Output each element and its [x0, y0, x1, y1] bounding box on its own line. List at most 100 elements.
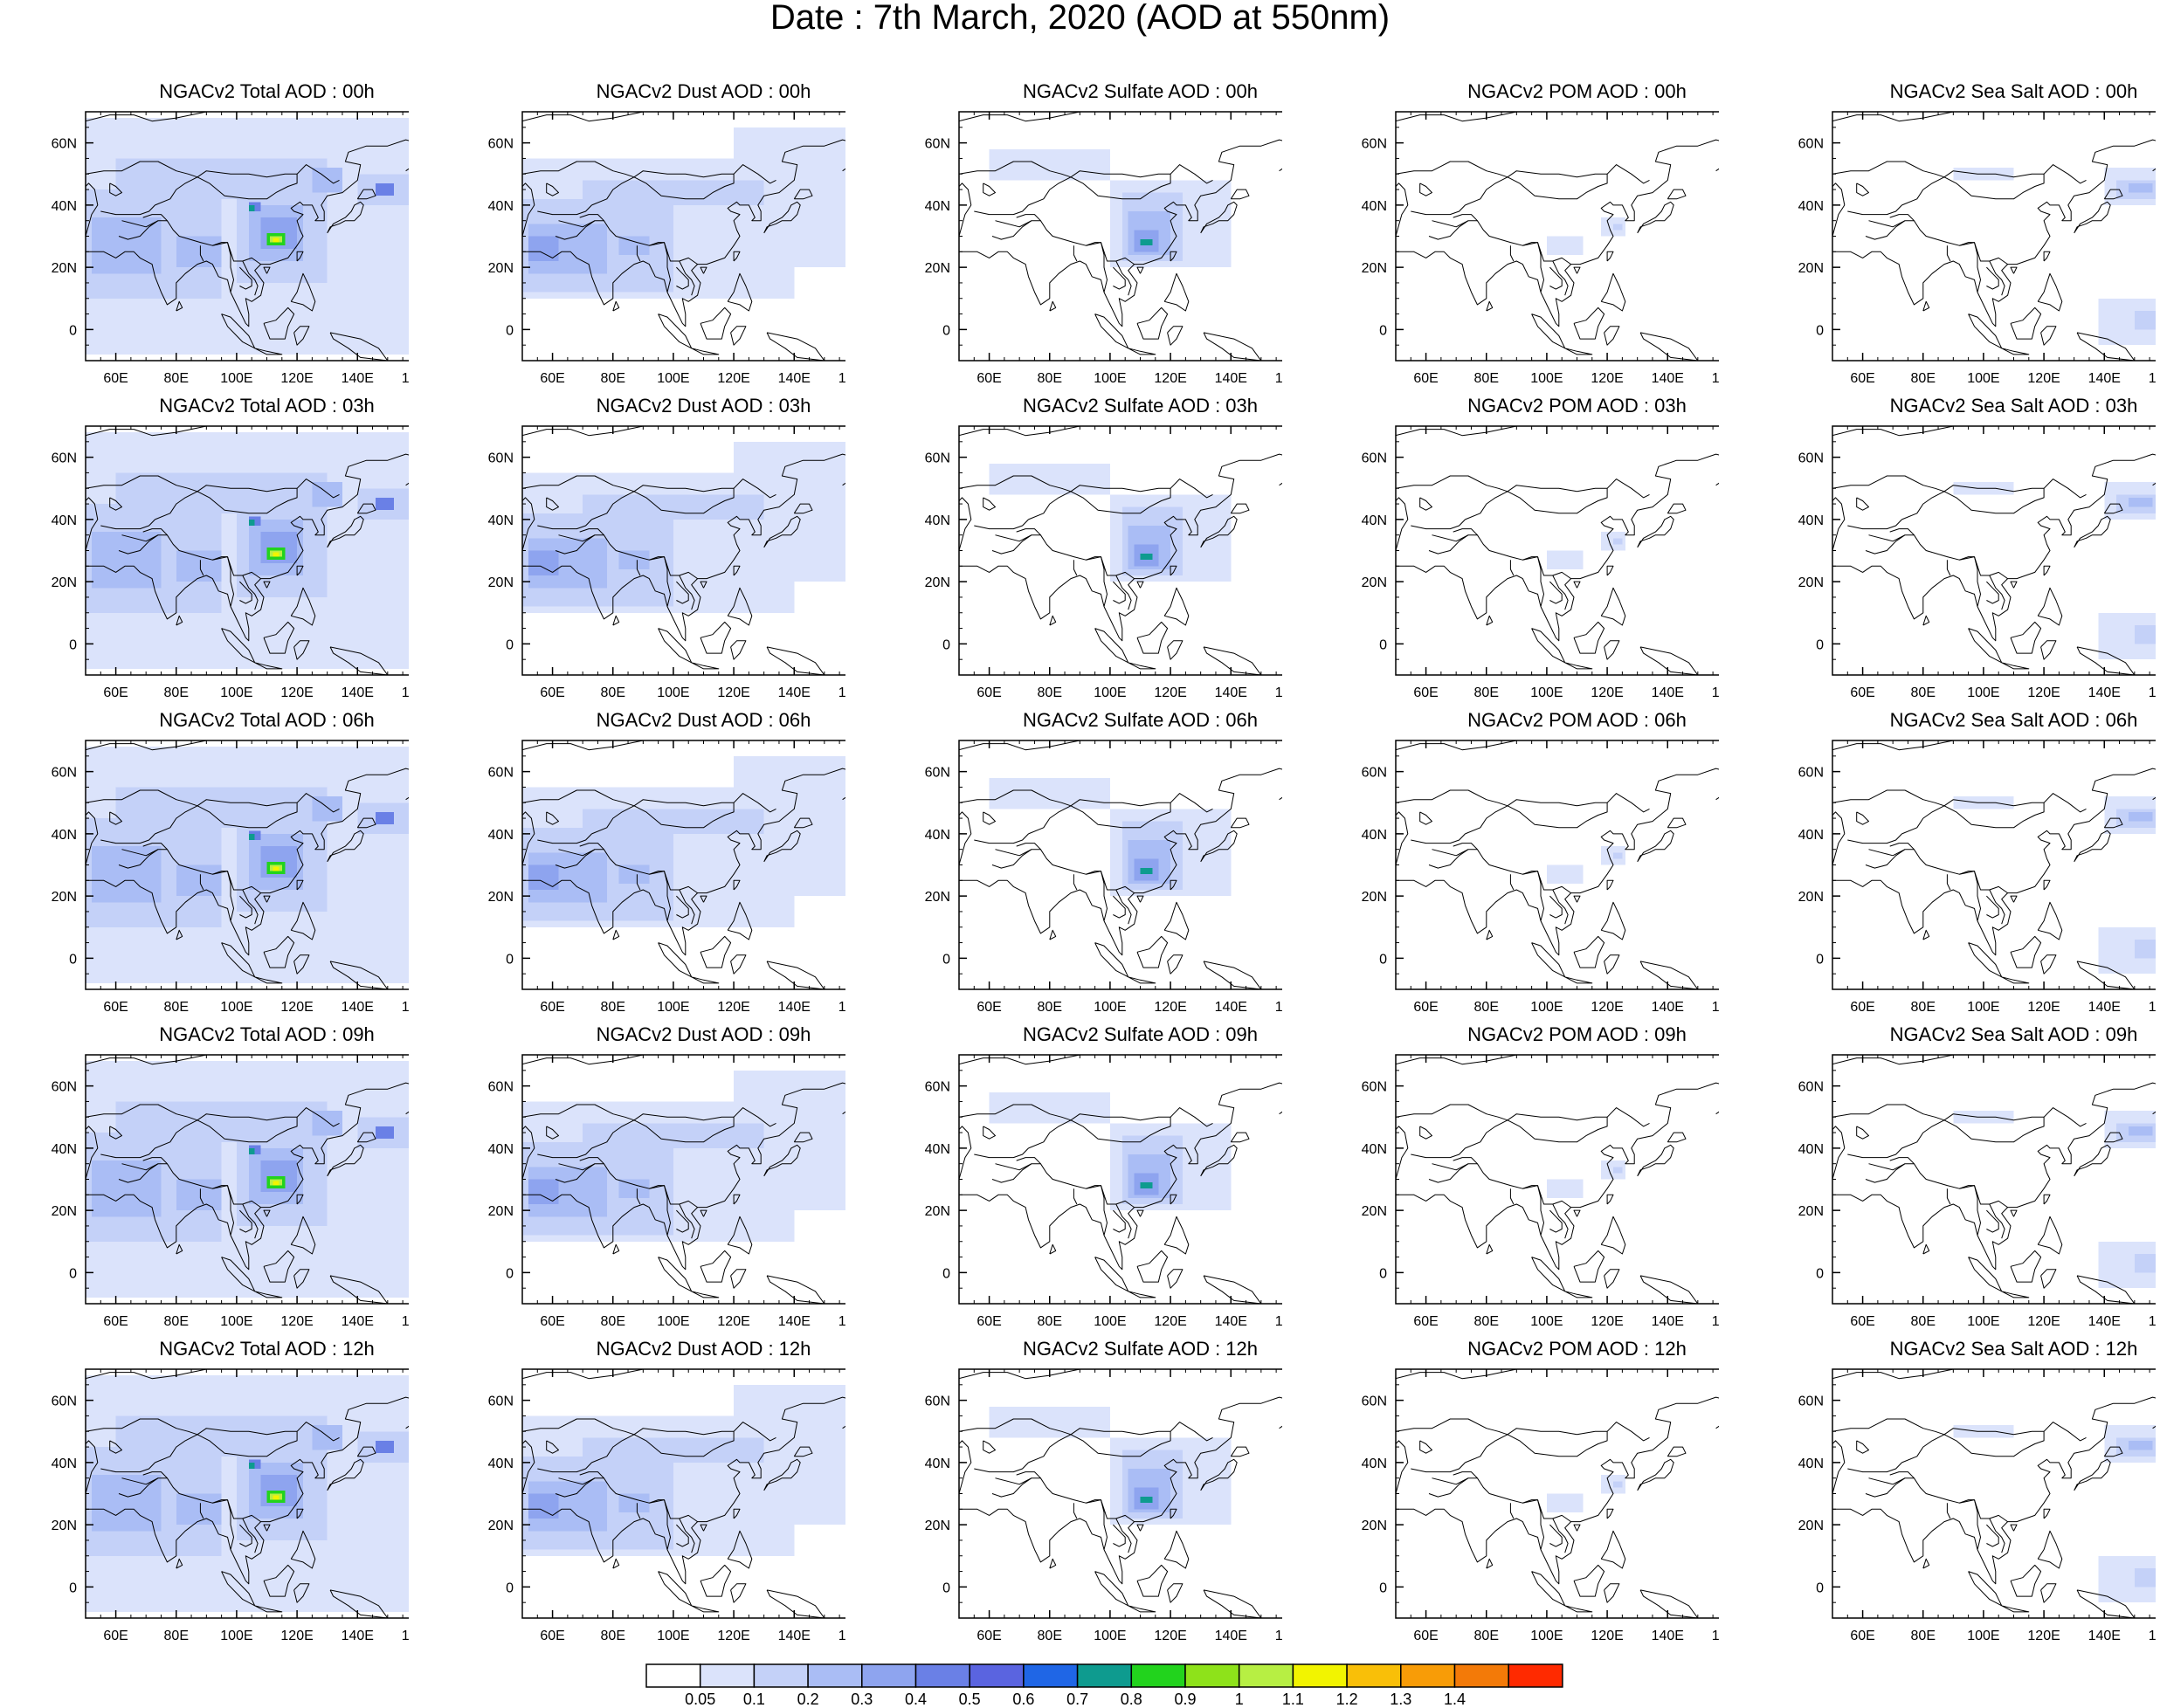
lat-tick-label: 20N [1798, 575, 1824, 590]
lat-tick-label: 60N [488, 451, 514, 466]
lon-tick-label: 60E [1413, 1314, 1438, 1329]
coastlines [522, 1055, 845, 1304]
lat-tick-label: 20N [925, 261, 950, 276]
coastlines [1396, 426, 1719, 675]
panel-title: NGACv2 POM AOD : 09h [1467, 1023, 1687, 1045]
map-panel-sea-salt-00h: 60E 80E 100E 120E 140E 160E 60N 40N 20N 0 NGACv2 S… [1789, 80, 2156, 391]
map-panel-total-09h: 60E 80E 100E 120E 140E 160E 60N 40N 20N 0 NGACv2 T… [42, 1023, 409, 1334]
lat-tick-label: 0 [1379, 952, 1387, 967]
map-panel-dust-09h: 60E 80E 100E 120E 140E 160E 60N 40N 20N 0 NGACv2 D… [479, 1023, 845, 1334]
lon-tick-label: 60E [1850, 685, 1874, 700]
lat-tick-label: 40N [1362, 1457, 1387, 1471]
map-canvas: 60E 80E 100E 120E 140E 160E 60N 40N 20N 0 [52, 1054, 409, 1329]
lat-tick-label: 60N [925, 1395, 950, 1409]
lon-tick-label: 160E [1275, 371, 1282, 386]
lat-tick-label: 0 [506, 1266, 514, 1281]
colorbar-swatch [1346, 1663, 1402, 1688]
lon-tick-label: 140E [342, 1314, 374, 1329]
lat-tick-label: 60N [1798, 1395, 1824, 1409]
lon-tick-label: 100E [1094, 1000, 1126, 1015]
colorbar-swatch [1238, 1663, 1294, 1688]
map-canvas: 60E 80E 100E 120E 140E 160E 60N 40N 20N 0 [1362, 1368, 1719, 1643]
lat-tick-label: 40N [488, 199, 514, 214]
lon-tick-label: 160E [838, 1000, 845, 1015]
colorbar-label: 0.9 [1174, 1691, 1196, 1708]
lon-tick-label: 160E [838, 685, 845, 700]
lon-tick-label: 120E [2027, 371, 2060, 386]
lon-tick-label: 80E [1911, 1000, 1936, 1015]
lat-tick-label: 20N [488, 1204, 514, 1219]
lon-tick-label: 100E [1530, 1000, 1563, 1015]
lon-tick-label: 80E [1474, 1629, 1499, 1643]
colorbar-swatch [699, 1663, 756, 1688]
lon-tick-label: 80E [164, 1000, 189, 1015]
lat-tick-label: 60N [1362, 766, 1387, 781]
lat-tick-label: 20N [1362, 890, 1387, 905]
panel-title: NGACv2 Sulfate AOD : 12h [1022, 1338, 1259, 1360]
lon-tick-label: 80E [1911, 1629, 1936, 1643]
lat-tick-label: 20N [1798, 890, 1824, 905]
lon-tick-label: 140E [342, 685, 374, 700]
colorbar-swatch [1400, 1663, 1456, 1688]
colorbar-swatch [645, 1663, 701, 1688]
coastlines [1832, 1055, 2156, 1304]
lat-tick-label: 40N [1362, 1142, 1387, 1157]
map-canvas: 60E 80E 100E 120E 140E 160E 60N 40N 20N 0 [52, 740, 409, 1015]
map-panel-sea-salt-06h: 60E 80E 100E 120E 140E 160E 60N 40N 20N 0 NGACv2 S… [1789, 709, 2156, 1020]
colorbar-swatch [861, 1663, 917, 1688]
lon-tick-label: 60E [103, 1314, 128, 1329]
map-panel-pom-12h: 60E 80E 100E 120E 140E 160E 60N 40N 20N 0 NGACv2 P… [1352, 1338, 1719, 1649]
map-canvas: 60E 80E 100E 120E 140E 160E 60N 40N 20N 0 [488, 111, 845, 386]
lon-tick-label: 120E [280, 1629, 313, 1643]
lat-tick-label: 0 [69, 952, 77, 967]
map-panel-sulfate-00h: 60E 80E 100E 120E 140E 160E 60N 40N 20N 0 NGACv2 S… [915, 80, 1282, 391]
lat-tick-label: 40N [1362, 828, 1387, 843]
lon-tick-label: 120E [280, 1314, 313, 1329]
map-panel-pom-06h: 60E 80E 100E 120E 140E 160E 60N 40N 20N 0 NGACv2 P… [1352, 709, 1719, 1020]
lat-tick-label: 0 [942, 1266, 950, 1281]
lat-tick-label: 40N [925, 513, 950, 528]
lat-tick-label: 60N [1798, 451, 1824, 466]
aod-field [1546, 532, 1625, 569]
lon-tick-label: 80E [1474, 1000, 1499, 1015]
colorbar-label: 0.6 [1012, 1691, 1034, 1708]
lon-tick-label: 160E [402, 371, 409, 386]
map-panel-sea-salt-09h: 60E 80E 100E 120E 140E 160E 60N 40N 20N 0 NGACv2 S… [1789, 1023, 2156, 1334]
lon-tick-label: 80E [601, 1629, 625, 1643]
lon-tick-label: 160E [2149, 685, 2156, 700]
colorbar-label: 0.1 [743, 1691, 765, 1708]
lat-tick-label: 20N [925, 890, 950, 905]
map-panel-dust-12h: 60E 80E 100E 120E 140E 160E 60N 40N 20N 0 NGACv2 D… [479, 1338, 845, 1649]
map-panel-sea-salt-03h: 60E 80E 100E 120E 140E 160E 60N 40N 20N 0 NGACv2 S… [1789, 395, 2156, 706]
coastlines [522, 740, 845, 989]
coastlines [959, 1055, 1282, 1304]
lon-tick-label: 140E [778, 1000, 811, 1015]
lon-tick-label: 60E [540, 371, 564, 386]
map-panel-sulfate-12h: 60E 80E 100E 120E 140E 160E 60N 40N 20N 0 NGACv2 S… [915, 1338, 1282, 1649]
lat-tick-label: 60N [925, 137, 950, 152]
lon-tick-label: 80E [1911, 371, 1936, 386]
lon-tick-label: 160E [2149, 1314, 2156, 1329]
lon-tick-label: 80E [164, 685, 189, 700]
lon-tick-label: 120E [1154, 1629, 1186, 1643]
lat-tick-label: 60N [52, 137, 77, 152]
lon-tick-label: 160E [838, 371, 845, 386]
lon-tick-label: 120E [280, 685, 313, 700]
lon-tick-label: 120E [717, 371, 749, 386]
lon-tick-label: 60E [976, 1000, 1001, 1015]
lon-tick-label: 120E [1154, 1000, 1186, 1015]
lat-tick-label: 0 [69, 1266, 77, 1281]
aod-field [1546, 846, 1625, 884]
map-canvas: 60E 80E 100E 120E 140E 160E 60N 40N 20N 0 [488, 740, 845, 1015]
lat-tick-label: 0 [1816, 637, 1824, 652]
lon-tick-label: 100E [220, 371, 252, 386]
lat-tick-label: 0 [506, 952, 514, 967]
lon-tick-label: 120E [1591, 371, 1623, 386]
map-canvas: 60E 80E 100E 120E 140E 160E 60N 40N 20N 0 [1798, 1368, 2156, 1643]
lon-tick-label: 100E [1967, 685, 1999, 700]
lon-tick-label: 140E [1652, 685, 1684, 700]
lon-tick-label: 100E [1530, 1629, 1563, 1643]
map-canvas: 60E 80E 100E 120E 140E 160E 60N 40N 20N 0 [1362, 425, 1719, 700]
lat-tick-label: 60N [925, 1080, 950, 1095]
lon-tick-label: 60E [540, 1314, 564, 1329]
